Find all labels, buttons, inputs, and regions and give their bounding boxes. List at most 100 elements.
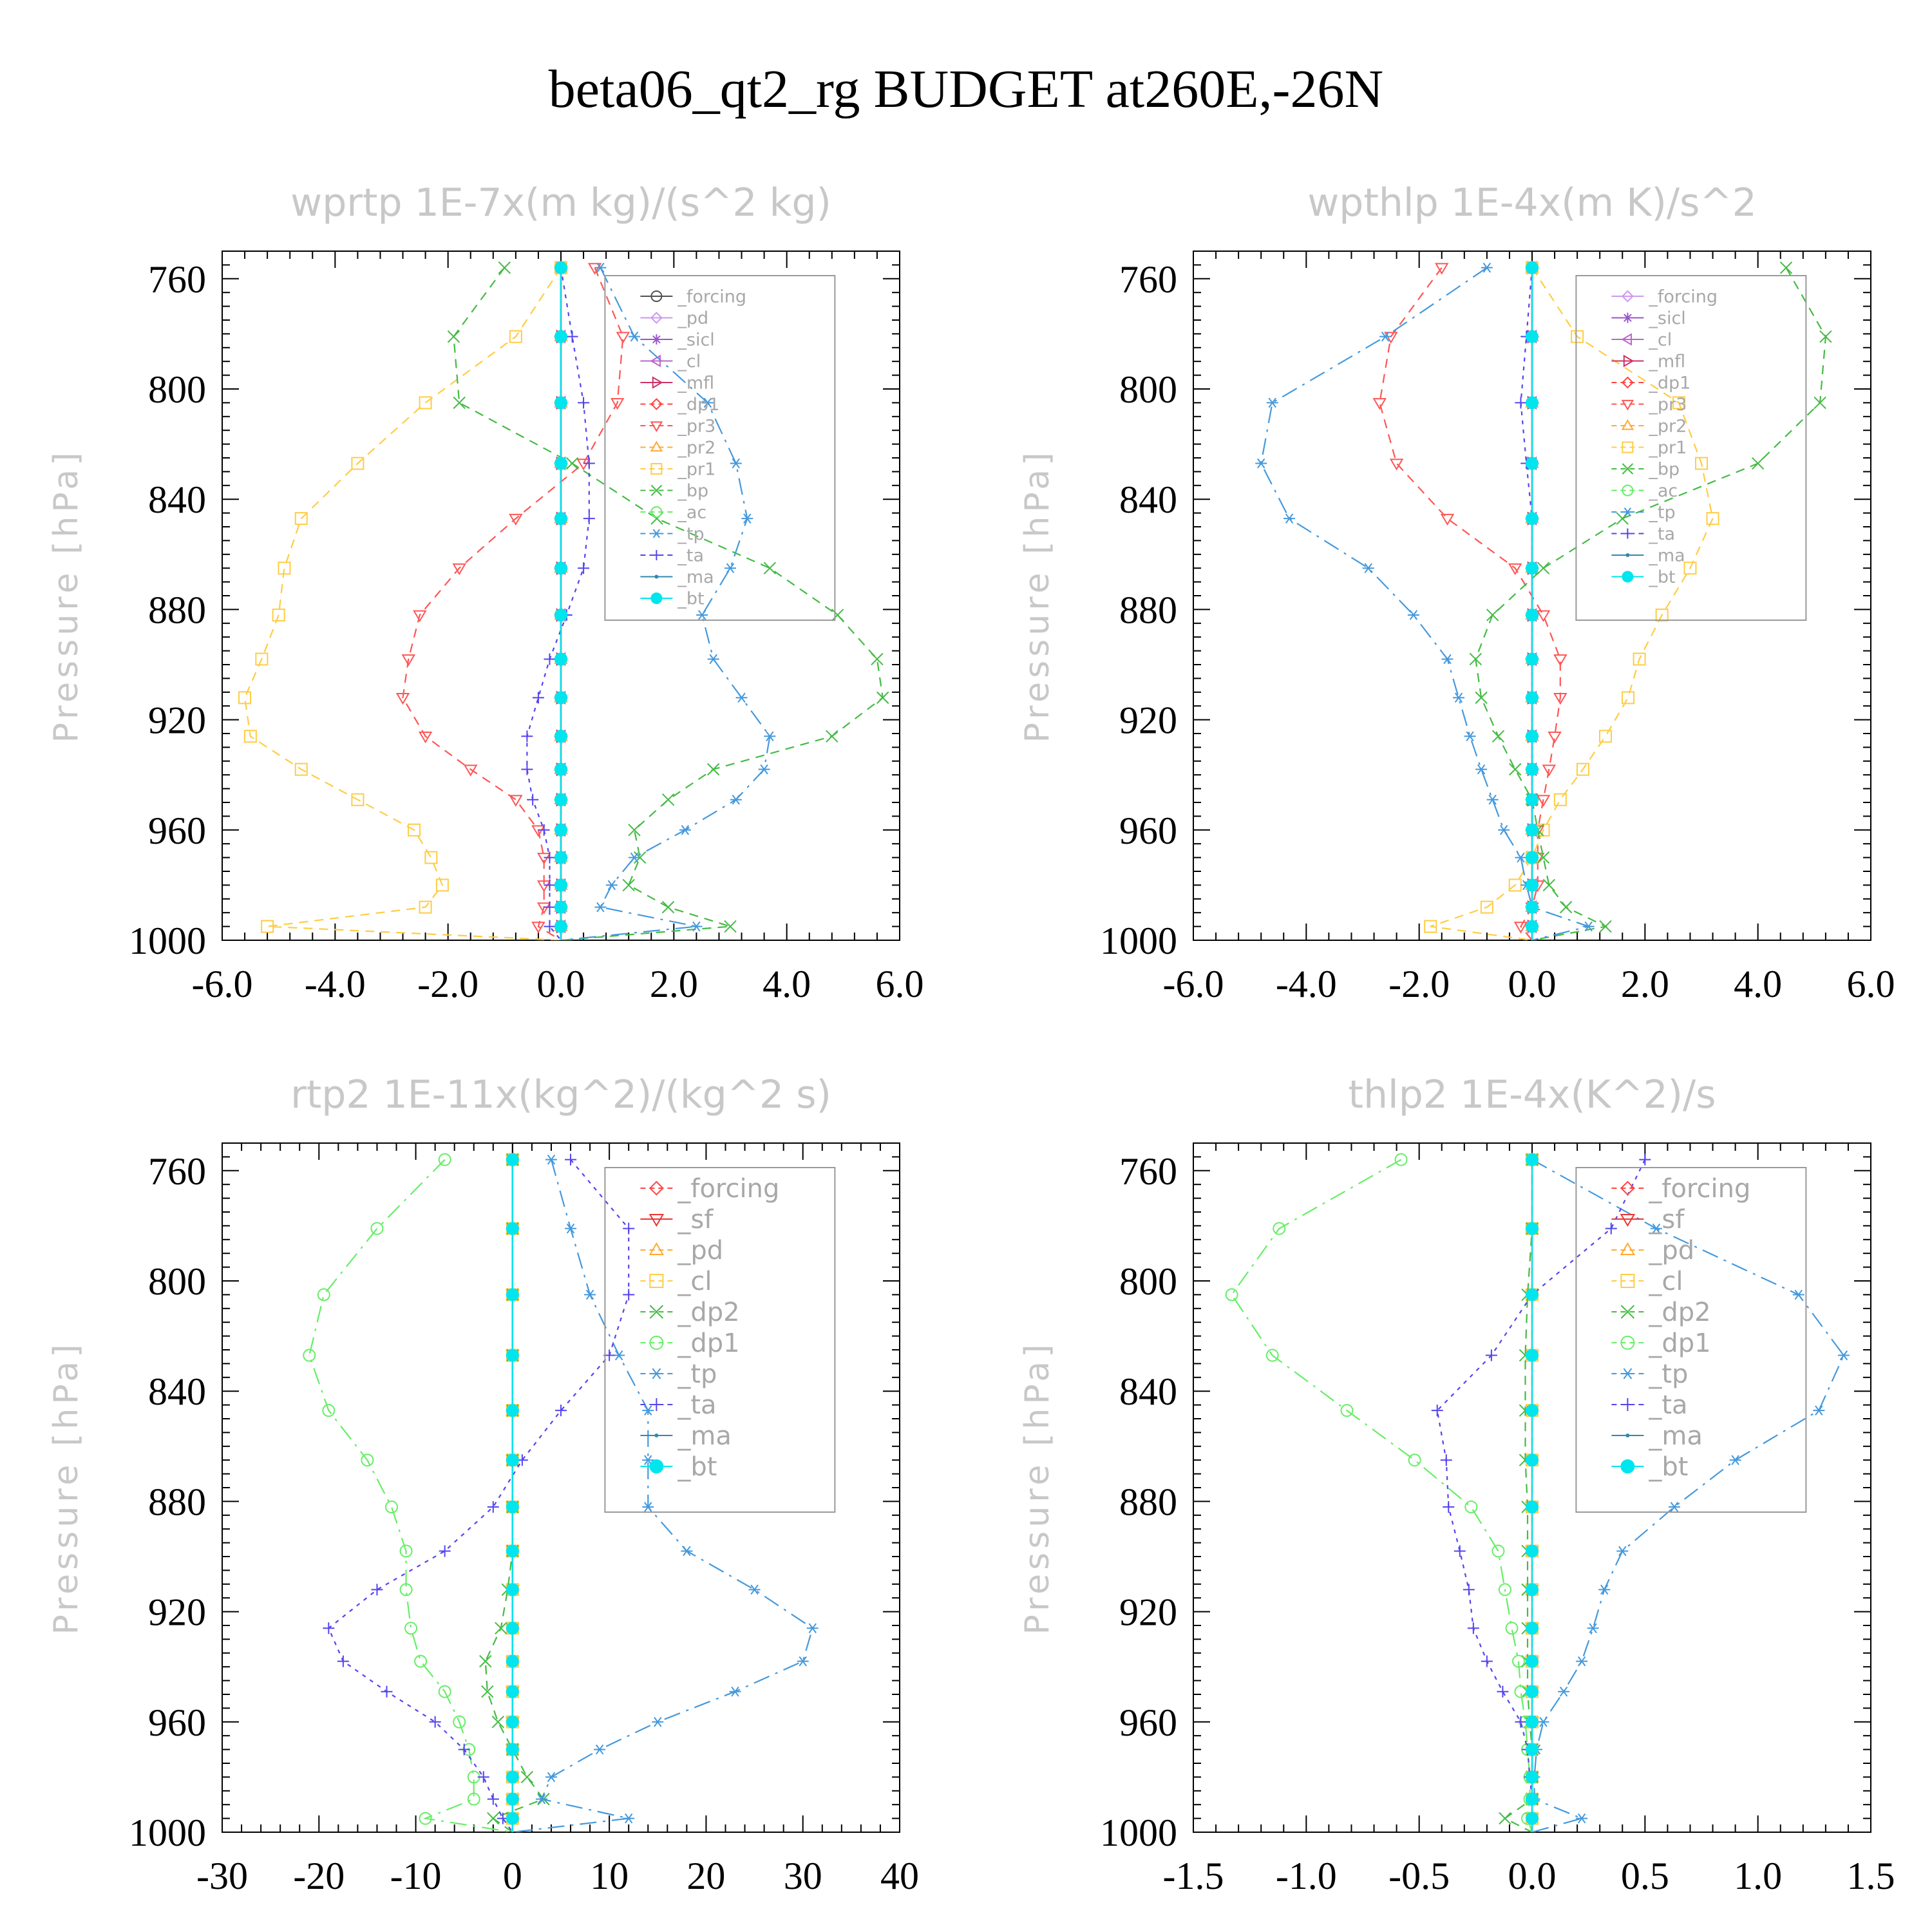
legend-marker [649,1180,664,1196]
data-point-bt [554,512,567,526]
legend-label: _tp [1648,1359,1688,1389]
legend-label: _cl [1648,330,1672,350]
legend-label: _cl [677,352,701,372]
data-point-pr1 [272,608,285,621]
y-tick-label: 840 [1119,1370,1177,1413]
y-tick-label: 840 [1119,478,1177,521]
data-point-bt [554,457,567,470]
y-tick-label: 800 [148,368,206,411]
data-point-tp [1792,1289,1804,1300]
legend-marker [650,1368,663,1379]
y-tick-label: 760 [1119,258,1177,301]
data-point-ta [1431,1405,1443,1417]
data-point-pr3 [531,825,545,837]
data-point-bp [1779,261,1793,274]
data-point-pr3 [1536,610,1551,622]
data-point-tp [1515,852,1527,863]
y-tick-label: 960 [148,1701,206,1744]
legend-label: _bt [677,589,704,609]
legend-label: _mfl [677,373,714,393]
legend-marker [1621,1398,1634,1411]
data-point-ta [566,330,578,343]
x-tick-label: -10 [390,1855,442,1897]
series-line-dp2 [484,1159,545,1832]
data-point-tp [535,1794,547,1804]
data-point-bt [554,851,567,864]
legend-label: _pr3 [1648,395,1687,415]
legend-label: _bp [677,481,708,501]
legend-label: _cl [1648,1267,1683,1296]
x-tick-label: -4.0 [305,963,366,1005]
data-point-ta [1605,1222,1617,1235]
data-point-bp [1542,878,1556,892]
data-point-pr1 [294,512,308,526]
data-point-dp1 [322,1404,336,1417]
legend-label: _pd [677,1236,723,1265]
legend-label: _forcing [677,287,746,307]
data-point-bt [1526,730,1539,743]
series-line-bp [1475,267,1827,940]
legend-marker [652,376,663,389]
panel-title: wpthlp 1E-4x(m K)/s^2 [1307,180,1757,225]
data-point-tp [748,1584,761,1595]
x-tick-label: 6.0 [1847,963,1895,1005]
data-point-bp [1751,457,1765,470]
data-point-dp1 [361,1454,374,1467]
data-point-dp1 [1408,1454,1421,1467]
data-point-bt [554,762,567,776]
data-point-ta [1481,1655,1493,1667]
data-point-pr1 [1622,691,1635,705]
data-point-dp1 [1340,1404,1354,1417]
series-line-pr3 [1379,267,1561,940]
data-point-bt [1526,1222,1539,1235]
legend-label: _ta [677,1390,716,1420]
data-point-bt [1526,1685,1539,1698]
data-point-tp [690,921,703,932]
data-point-dp1 [1225,1288,1238,1302]
data-point-tp [1266,397,1278,408]
data-point-pr3 [1389,459,1404,471]
data-point-dp2 [481,1685,494,1698]
data-point-ta [623,1289,635,1301]
x-tick-label: -4.0 [1276,963,1337,1005]
legend-marker [1622,528,1633,539]
panel-title: thlp2 1E-4x(K^2)/s [1348,1072,1716,1117]
y-tick-label: 960 [1119,1701,1177,1744]
series-line-tp [1260,267,1591,940]
data-point-bp [876,691,889,705]
y-tick-label: 880 [1119,1481,1177,1523]
data-point-pr3 [401,654,416,667]
x-tick-label: 0 [503,1855,522,1897]
data-point-tp [1498,825,1510,835]
data-point-pr1 [1424,920,1437,933]
data-point-bt [506,1288,519,1302]
y-tick-label: 920 [148,699,206,742]
data-point-tp [642,1405,654,1416]
data-point-tp [701,397,714,408]
legend-label: _pd [677,308,708,328]
legend-marker [650,312,663,324]
data-point-dp1 [438,1685,451,1698]
data-point-tp [1587,1623,1599,1634]
series-line-dp1 [308,1159,513,1832]
y-tick-label: 960 [1119,810,1177,852]
x-tick-label: 40 [880,1855,919,1897]
y-axis-label: Pressure [hPa] [47,1341,86,1635]
legend-label: _ma [1648,545,1685,565]
data-point-dp2 [1499,1812,1511,1825]
data-point-dp2 [487,1812,500,1825]
data-point-bt [554,878,567,892]
data-point-bp [1599,920,1612,933]
data-point-bt [1526,691,1539,705]
y-tick-label: 760 [1119,1150,1177,1193]
legend-marker [649,1459,664,1473]
data-point-ta [371,1584,383,1596]
data-point-dp1 [303,1349,316,1362]
data-point-pr1 [1598,730,1612,743]
data-point-bt [1526,878,1539,892]
legend-marker [650,354,661,368]
x-tick-label: 1.5 [1847,1855,1895,1897]
data-point-dp1 [414,1654,428,1668]
legend-marker [654,574,659,579]
data-point-pr1 [1576,762,1589,776]
